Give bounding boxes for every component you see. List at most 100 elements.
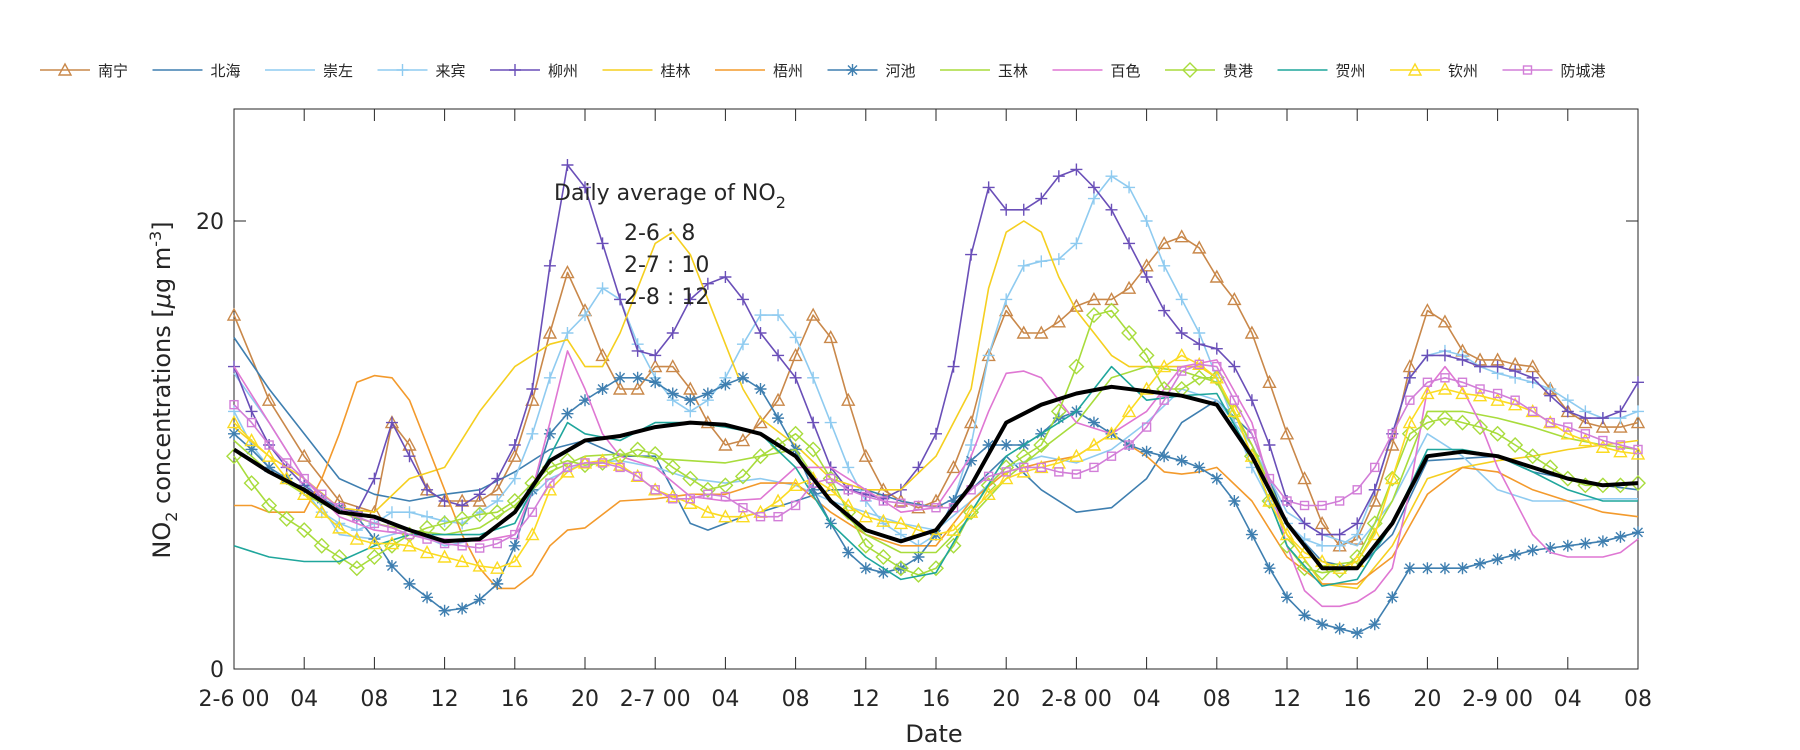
- data-point: [614, 293, 627, 306]
- legend-item: 崇左: [265, 62, 353, 80]
- data-point: [1316, 528, 1329, 541]
- data-point: [1245, 528, 1258, 541]
- y-tick-label: 0: [210, 658, 224, 683]
- data-point: [1019, 462, 1029, 473]
- legend-label: 南宁: [98, 62, 128, 80]
- data-point: [735, 509, 751, 523]
- data-point: [1001, 467, 1011, 477]
- data-point: [243, 475, 260, 492]
- series-10: [226, 302, 1646, 583]
- data-point: [683, 381, 698, 395]
- y-axis-title: NO2 concentrations [μg m-3]: [146, 221, 181, 558]
- data-point: [1070, 163, 1083, 176]
- data-point: [753, 415, 768, 429]
- data-point: [981, 486, 996, 500]
- data-point: [1158, 304, 1171, 317]
- data-point: [1440, 373, 1450, 383]
- data-point: [896, 498, 906, 508]
- series-13: [229, 359, 1643, 553]
- data-point: [1491, 553, 1504, 566]
- data-point: [1526, 371, 1539, 384]
- data-point: [754, 327, 767, 339]
- data-point: [419, 545, 435, 559]
- data-point: [596, 282, 609, 295]
- legend-marker: [846, 64, 859, 76]
- data-point: [1384, 470, 1401, 487]
- x-tick-label: 2-6 00: [199, 687, 270, 712]
- data-point: [562, 462, 573, 473]
- data-point: [1402, 415, 1418, 429]
- x-tick-label: 16: [501, 687, 529, 712]
- data-point: [1123, 181, 1136, 194]
- data-point: [1510, 395, 1520, 405]
- data-point: [472, 493, 487, 507]
- data-point: [1209, 269, 1224, 283]
- data-point: [1069, 448, 1084, 462]
- data-point: [1561, 394, 1574, 407]
- data-point: [1405, 395, 1415, 405]
- data-point: [738, 503, 748, 513]
- x-tick-label: 08: [1203, 687, 1231, 712]
- data-point: [1563, 422, 1573, 432]
- data-point: [718, 509, 733, 523]
- data-point: [1367, 527, 1382, 541]
- legend-item: 柳州: [490, 62, 578, 80]
- data-point: [579, 181, 591, 194]
- data-point: [526, 383, 539, 395]
- data-point: [579, 394, 591, 407]
- data-point: [787, 425, 804, 442]
- x-tick-label: 20: [992, 687, 1020, 712]
- data-point: [1352, 485, 1362, 495]
- data-point: [649, 376, 662, 389]
- data-point: [1156, 359, 1172, 373]
- annotation-title: Daily average of NO2: [554, 181, 786, 212]
- data-point: [666, 327, 679, 339]
- data-point: [1228, 360, 1241, 373]
- data-point: [245, 405, 258, 418]
- data-point: [770, 493, 786, 507]
- svg-text:NO2 concentrations [μg m-3]: NO2 concentrations [μg m-3]: [146, 221, 181, 558]
- series-line: [233, 365, 1639, 567]
- data-point: [1124, 440, 1134, 450]
- legend-label: 梧州: [773, 62, 803, 80]
- data-point: [542, 325, 558, 339]
- legend-item: 桂林: [602, 62, 691, 80]
- data-point: [475, 543, 485, 553]
- data-point: [490, 482, 505, 496]
- data-point: [1227, 403, 1242, 418]
- data-point: [614, 371, 627, 384]
- data-point: [682, 470, 699, 487]
- legend-label: 钦州: [1448, 62, 1478, 80]
- data-point: [385, 416, 398, 429]
- data-point: [317, 489, 327, 499]
- data-point: [1175, 454, 1188, 467]
- data-point: [1140, 271, 1153, 283]
- data-point: [1420, 386, 1435, 400]
- data-point: [1632, 376, 1644, 389]
- data-point: [773, 511, 783, 522]
- data-point: [508, 472, 521, 485]
- data-point: [264, 440, 274, 450]
- legend-item: 贺州: [1277, 62, 1366, 80]
- legend-item: 玉林: [940, 62, 1028, 80]
- data-point: [1298, 517, 1311, 530]
- data-point: [999, 471, 1014, 485]
- annotation-line-1: 2-6 : 8: [624, 221, 695, 246]
- data-point: [1472, 388, 1488, 402]
- data-point: [473, 593, 486, 606]
- data-point: [1123, 237, 1136, 250]
- data-point: [807, 371, 820, 384]
- legend-label: 河池: [886, 62, 916, 80]
- data-point: [1472, 419, 1489, 436]
- legend-marker: [1407, 62, 1423, 76]
- data-point: [612, 381, 628, 395]
- y-tick-label: 20: [196, 210, 224, 235]
- data-point: [719, 271, 732, 283]
- data-point: [1121, 325, 1138, 341]
- series-line: [233, 354, 1639, 569]
- data-point: [668, 494, 678, 504]
- data-point: [842, 546, 855, 559]
- legend-label: 贵港: [1223, 62, 1253, 80]
- data-point: [456, 602, 469, 615]
- data-point: [543, 371, 556, 384]
